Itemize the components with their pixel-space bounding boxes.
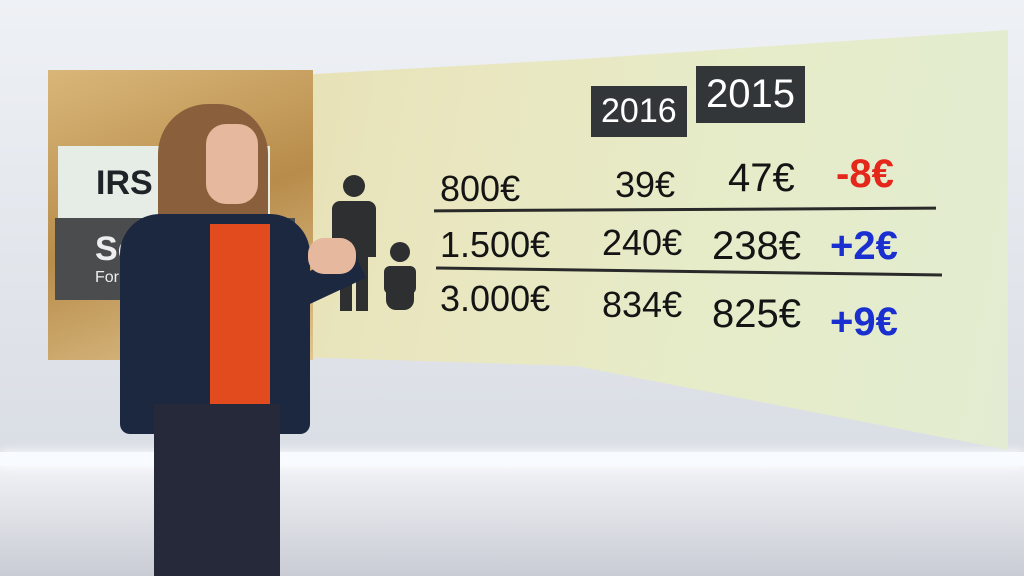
y2015-row-1: 47€ xyxy=(728,156,795,200)
header-2015: 2015 xyxy=(696,66,805,123)
income-row-1: 800€ xyxy=(440,168,521,209)
presenter xyxy=(118,104,368,576)
y2016-row-3: 834€ xyxy=(602,284,683,325)
income-row-3: 3.000€ xyxy=(440,278,551,319)
diff-row-2: +2€ xyxy=(830,224,898,268)
baby-icon xyxy=(378,242,422,312)
diff-row-1: -8€ xyxy=(836,152,894,196)
panel-subtitle-2: For xyxy=(95,269,119,286)
income-row-2: 1.500€ xyxy=(440,224,551,265)
diff-row-3: +9€ xyxy=(830,300,898,344)
header-2016: 2016 xyxy=(591,86,687,137)
y2016-row-1: 39€ xyxy=(615,164,676,205)
y2015-row-3: 825€ xyxy=(712,292,801,336)
y2016-row-2: 240€ xyxy=(602,222,683,263)
y2015-row-2: 238€ xyxy=(712,224,801,268)
